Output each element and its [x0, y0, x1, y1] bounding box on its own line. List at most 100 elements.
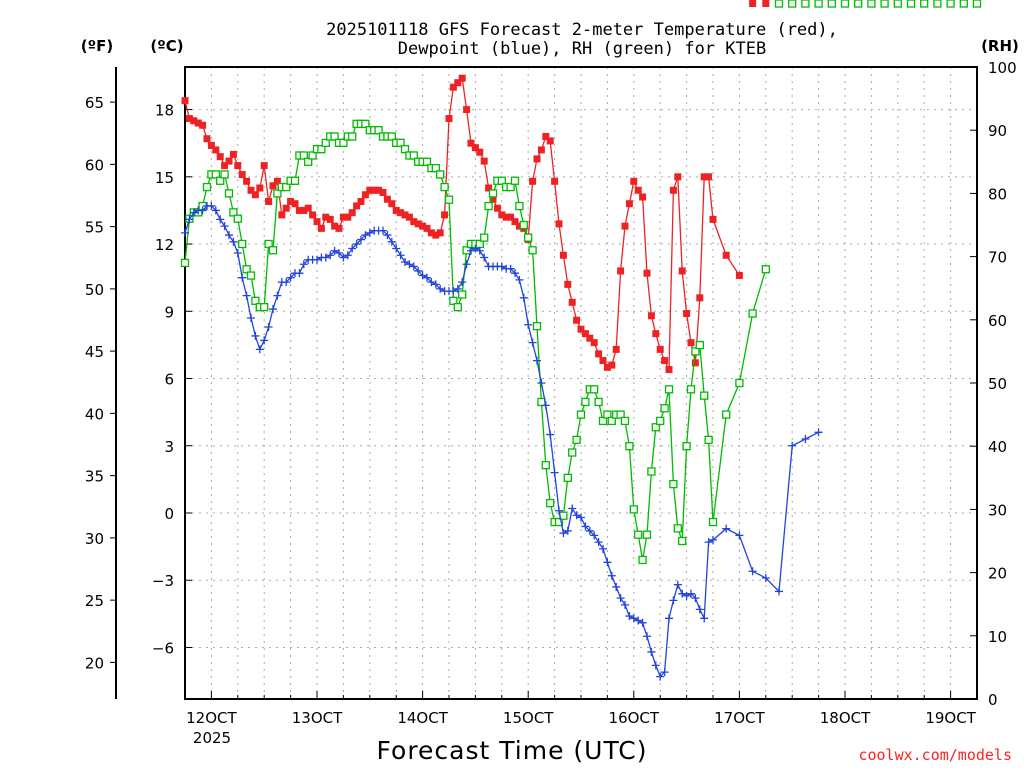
fahrenheit-tick-label: 60	[85, 156, 104, 174]
dewpoint-point	[704, 538, 713, 547]
dewpoint-point	[392, 244, 401, 253]
temperature-point	[414, 220, 422, 228]
temperature-point	[493, 204, 501, 212]
rh-point	[233, 214, 242, 223]
dewpoint-point	[621, 600, 629, 609]
rh-point	[387, 132, 396, 141]
rh-point	[528, 246, 537, 255]
fahrenheit-axis-unit: (ºF)	[81, 37, 113, 55]
x-tick-label: 16OCT	[609, 709, 660, 727]
temperature-point	[194, 119, 202, 127]
x-tick-label: 15OCT	[503, 709, 554, 727]
temperature-point	[634, 186, 642, 194]
temperature-point	[511, 218, 519, 226]
x-tick-label: 13OCT	[292, 709, 343, 727]
axes: 12OCT 13OCT 14OCT 15OCT 16OCT 17OCT 18OCT 19OCT…	[85, 59, 1017, 727]
rh-point	[660, 404, 669, 413]
rh-point	[673, 524, 682, 533]
rh-point	[264, 239, 273, 249]
rh-point	[519, 220, 528, 230]
dewpoint-point	[220, 222, 229, 231]
rh-point	[634, 530, 643, 539]
dewpoint-point	[669, 596, 678, 605]
dewpoint-point	[238, 273, 247, 282]
rh-point	[220, 170, 229, 179]
temperature-point	[687, 339, 695, 347]
temperature-point	[564, 280, 572, 288]
temperature-point	[722, 251, 730, 259]
temperature-point	[669, 186, 677, 194]
temperature-point	[735, 271, 743, 279]
rh-point	[330, 132, 339, 141]
dewpoint-point	[603, 558, 612, 567]
dewpoint-point	[546, 430, 555, 439]
dewpoint-point	[687, 589, 695, 598]
rh-point	[590, 385, 599, 394]
temperature-point	[529, 177, 537, 185]
rh-point	[572, 435, 581, 445]
rh-point	[453, 303, 462, 312]
dewpoint-point	[475, 246, 484, 255]
temperature-point	[331, 222, 339, 230]
celsius-axis-unit: (ºC)	[150, 37, 183, 55]
dewpoint-point	[211, 206, 220, 215]
chart-title-line-2: Dewpoint (blue), RH (green) for KTEB	[398, 39, 766, 59]
rh-point	[972, 0, 982, 8]
temperature-point	[317, 224, 325, 232]
temperature-point	[243, 177, 251, 185]
rh-point	[774, 0, 784, 8]
rh-point	[827, 0, 836, 8]
rh-point	[444, 195, 454, 204]
dewpoint-point	[339, 253, 348, 262]
temperature-point	[383, 195, 391, 203]
dewpoint-point	[387, 237, 396, 246]
rh-point	[211, 170, 220, 179]
temperature-point	[476, 148, 484, 156]
rh-point	[532, 321, 542, 331]
dewpoint-point	[506, 264, 515, 273]
rh-point	[678, 536, 687, 546]
dewpoint-point	[748, 567, 757, 576]
fahrenheit-tick-label: 65	[85, 94, 104, 112]
fahrenheit-tick-label: 25	[85, 592, 104, 610]
dewpoint-point	[568, 504, 577, 513]
rh-point	[396, 138, 405, 147]
temperature-point	[533, 155, 541, 163]
temperature-point	[696, 294, 704, 302]
temperature-point	[762, 0, 770, 7]
rh-point	[620, 416, 630, 426]
rh-point	[867, 0, 876, 8]
dewpoint-point	[467, 246, 475, 255]
dewpoint-point	[775, 587, 783, 596]
rh-point	[524, 233, 533, 242]
temperature-point	[295, 206, 303, 214]
dewpoint-point	[260, 336, 269, 345]
rh-point	[374, 126, 383, 135]
rh-point	[686, 385, 696, 394]
dewpoint-point	[326, 251, 335, 260]
temperature-point	[207, 141, 215, 149]
temperature-point	[449, 83, 457, 91]
rh-point	[801, 0, 810, 8]
dewpoint-point	[251, 331, 260, 340]
dewpoint-point	[330, 246, 339, 255]
rh-point	[603, 410, 612, 419]
temperature-point	[216, 153, 224, 161]
dewpoint-point	[616, 594, 625, 603]
rh-point	[854, 0, 863, 8]
dewpoint-point	[612, 582, 621, 591]
dewpoint-point	[634, 616, 643, 625]
temperature-point	[652, 330, 660, 338]
rh-point	[933, 0, 942, 8]
dewpoint-point	[700, 614, 709, 623]
rh-point	[317, 145, 326, 154]
grid	[185, 67, 977, 699]
temperature-point	[185, 115, 193, 123]
rh-point	[458, 290, 467, 299]
temperature-point	[625, 200, 633, 208]
temperature-point	[225, 157, 233, 165]
temperature-point	[621, 222, 629, 230]
rh-point	[642, 530, 652, 539]
dewpoint-point	[550, 468, 559, 477]
rh-point	[506, 182, 515, 192]
